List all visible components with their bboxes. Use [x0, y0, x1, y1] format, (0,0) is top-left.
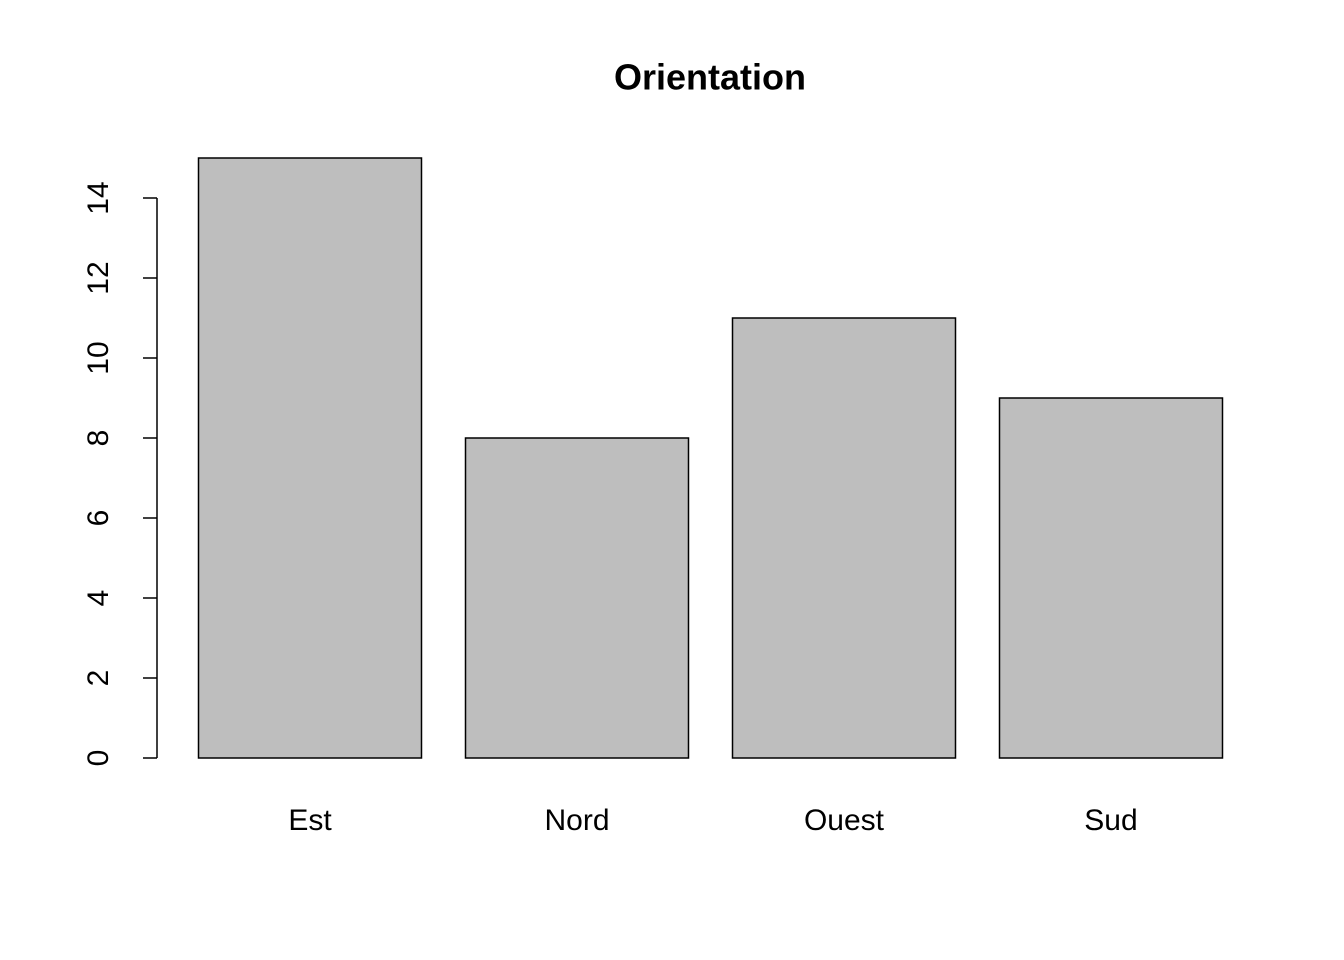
x-tick-label: Sud [1084, 804, 1137, 837]
y-tick-label: 14 [82, 181, 115, 214]
bar [197, 157, 423, 759]
y-tick-label: 8 [82, 430, 115, 447]
y-tick-label: 4 [82, 590, 115, 607]
bar [998, 397, 1224, 759]
bar [464, 437, 690, 759]
x-tick-label: Est [288, 804, 332, 837]
y-tick-label: 0 [82, 750, 115, 767]
bar [731, 317, 957, 759]
x-tick-label: Ouest [804, 804, 885, 837]
chart-title: Orientation [614, 57, 806, 98]
y-tick-label: 10 [82, 341, 115, 374]
y-tick-label: 2 [82, 670, 115, 687]
x-tick-label: Nord [544, 804, 609, 837]
y-tick-label: 6 [82, 510, 115, 527]
y-tick-label: 12 [82, 261, 115, 294]
